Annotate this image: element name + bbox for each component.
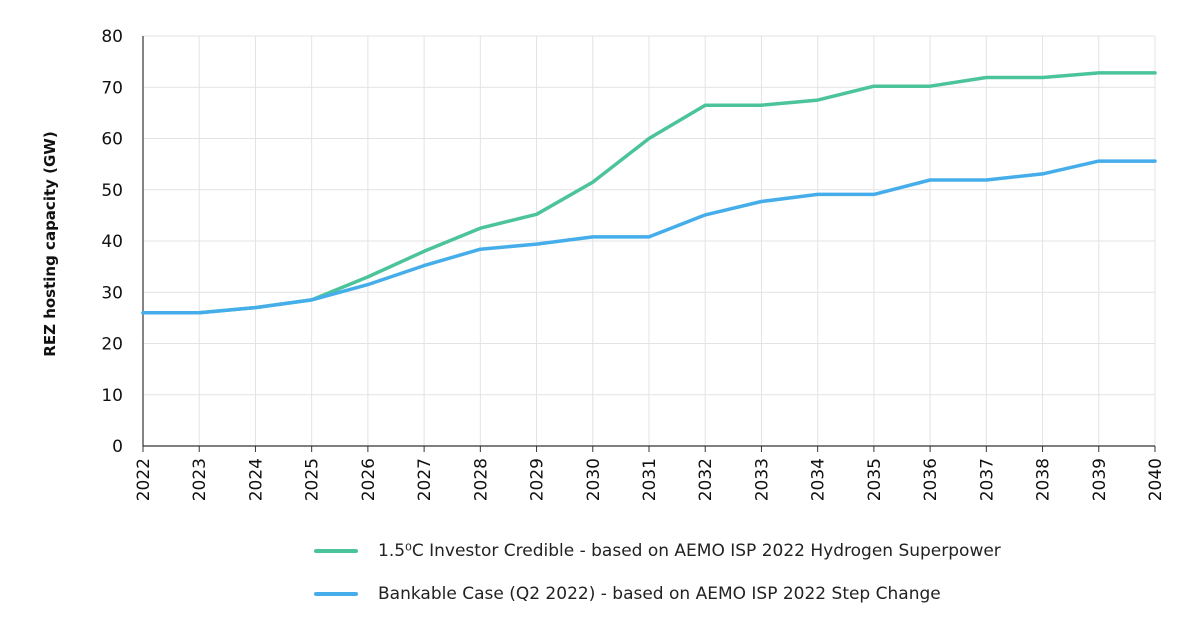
legend-item-1: 1.5⁰C Investor Credible - based on AEMO … [314, 535, 1001, 567]
y-tick-label: 60 [101, 130, 123, 150]
x-tick-label: 2023 [190, 458, 210, 501]
legend-swatch-1 [314, 549, 358, 553]
x-tick-label: 2033 [752, 458, 772, 501]
x-tick-label: 2037 [977, 458, 997, 501]
y-tick-label: 20 [101, 335, 123, 355]
legend: 1.5⁰C Investor Credible - based on AEMO … [314, 535, 1001, 621]
x-tick-labels: 2022 2023 2024 2025 2026 2027 2028 2029 2030 2031… [134, 458, 1166, 501]
y-tick-label: 50 [101, 181, 123, 201]
y-tick-label: 80 [101, 27, 123, 47]
x-tick-label: 2025 [303, 458, 323, 501]
legend-label-1: 1.5⁰C Investor Credible - based on AEMO … [378, 541, 1001, 561]
y-tick-labels: 0 10 20 30 40 50 60 70 80 [101, 27, 123, 457]
y-tick-label: 40 [101, 232, 123, 252]
x-tick-label: 2029 [528, 458, 548, 501]
x-tick-label: 2038 [1034, 458, 1054, 501]
series-line-2 [141, 159, 1157, 315]
x-tick-label: 2036 [921, 458, 941, 501]
x-tick-label: 2024 [246, 458, 266, 501]
y-tick-label: 0 [112, 437, 123, 457]
x-tick-label: 2031 [640, 458, 660, 501]
x-tick-label: 2028 [471, 458, 491, 501]
x-tick-label: 2030 [584, 458, 604, 501]
x-tick-label: 2040 [1146, 458, 1166, 501]
x-tick-label: 2032 [696, 458, 716, 501]
x-tick-label: 2026 [359, 458, 379, 501]
legend-item-2: Bankable Case (Q2 2022) - based on AEMO … [314, 578, 1001, 610]
x-tick-label: 2027 [415, 458, 435, 501]
x-tick-label: 2035 [865, 458, 885, 501]
axes [142, 36, 1156, 452]
legend-swatch-2 [314, 592, 358, 596]
y-tick-label: 10 [101, 386, 123, 406]
grid-lines [143, 35, 1156, 446]
y-tick-label: 30 [101, 283, 123, 303]
x-tick-label: 2039 [1090, 458, 1110, 501]
x-tick-label: 2034 [809, 458, 829, 501]
y-axis-label: REZ hosting capacity (GW) [41, 131, 59, 356]
series-lines [141, 71, 1157, 315]
y-tick-label: 70 [101, 78, 123, 98]
legend-label-2: Bankable Case (Q2 2022) - based on AEMO … [378, 584, 941, 604]
x-tick-label: 2022 [134, 458, 154, 501]
